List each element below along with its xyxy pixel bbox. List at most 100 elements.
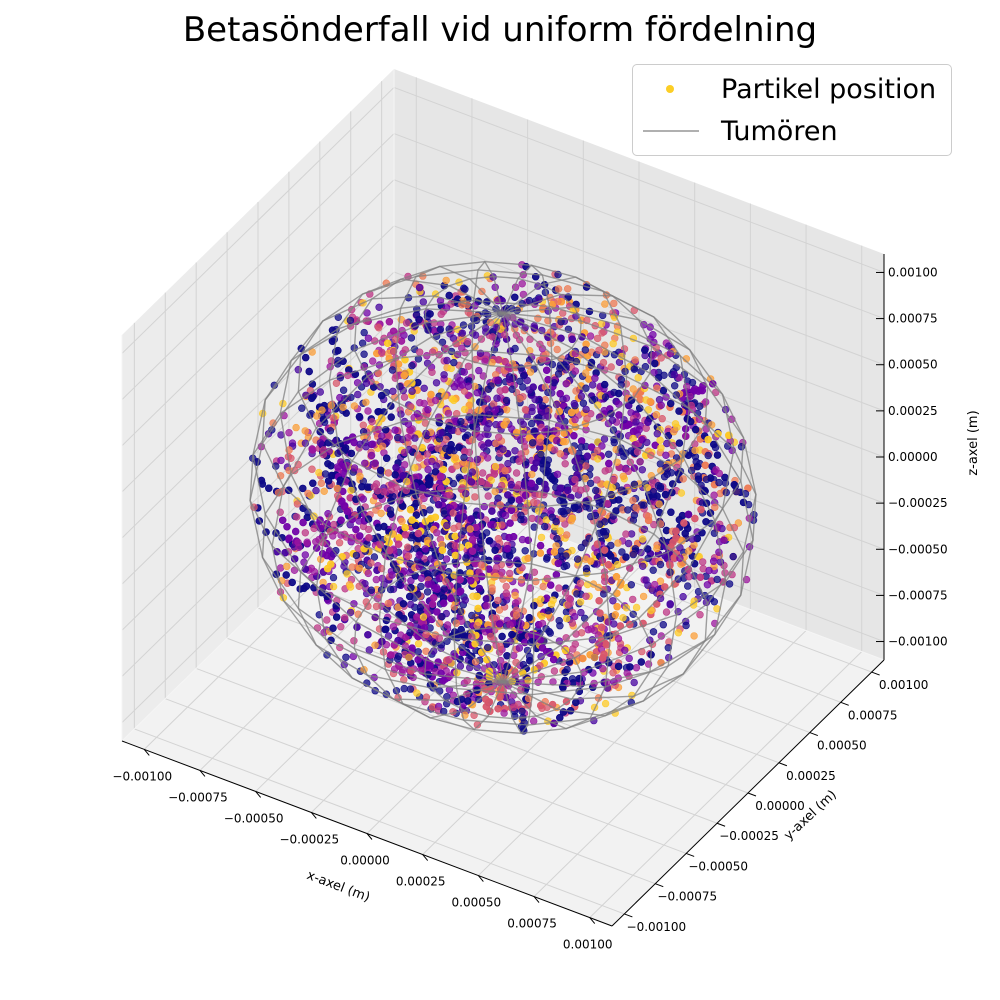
particle-point xyxy=(485,537,494,545)
y-tick-label: 0.00025 xyxy=(786,769,836,783)
particle-point xyxy=(378,348,386,356)
particle-point xyxy=(550,379,558,387)
particle-point xyxy=(702,475,711,484)
particle-point xyxy=(415,551,423,559)
particle-point xyxy=(688,378,697,387)
particle-point xyxy=(536,549,545,557)
particle-point xyxy=(424,406,432,414)
particle-point xyxy=(493,394,501,402)
particle-point xyxy=(283,562,291,571)
particle-point xyxy=(350,402,359,410)
particle-point xyxy=(568,619,577,627)
particle-point xyxy=(375,324,383,332)
particle-point xyxy=(516,377,524,385)
particle-point xyxy=(585,375,593,383)
particle-point xyxy=(309,446,317,454)
particle-point xyxy=(725,580,734,588)
particle-point xyxy=(527,479,536,488)
particle-point xyxy=(609,669,617,677)
particle-point xyxy=(368,418,376,426)
particle-point xyxy=(704,451,712,460)
particle-point xyxy=(359,477,367,485)
particle-point xyxy=(449,509,457,517)
particle-point xyxy=(283,523,291,531)
particle-point xyxy=(408,425,416,433)
particle-point xyxy=(511,293,519,301)
particle-point xyxy=(451,542,460,550)
particle-point xyxy=(428,600,437,608)
particle-point xyxy=(502,396,511,405)
particle-point xyxy=(468,468,476,476)
particle-point xyxy=(601,300,609,308)
particle-point xyxy=(644,512,653,521)
particle-point xyxy=(327,462,335,470)
grid-line xyxy=(478,609,751,876)
particle-point xyxy=(299,518,307,527)
particle-point xyxy=(630,678,638,687)
particle-point xyxy=(364,407,372,415)
particle-point xyxy=(430,319,438,327)
particle-point xyxy=(613,560,622,569)
particle-point xyxy=(442,276,450,285)
particle-point xyxy=(464,382,473,390)
particle-point xyxy=(496,620,504,628)
particle-point xyxy=(384,469,393,477)
particle-point xyxy=(575,674,583,683)
particle-point xyxy=(491,487,499,496)
particle-point xyxy=(484,643,492,652)
particle-point xyxy=(567,408,576,417)
particle-point xyxy=(464,338,472,346)
particle-point xyxy=(595,597,603,605)
particle-point xyxy=(587,443,596,451)
particle-point xyxy=(552,542,560,550)
particle-point xyxy=(458,329,467,337)
particle-point xyxy=(525,652,534,661)
particle-point xyxy=(561,460,569,468)
particle-point xyxy=(491,462,500,471)
particle-point xyxy=(436,429,444,437)
particle-point xyxy=(679,592,687,601)
particle-point xyxy=(446,491,454,499)
particle-point xyxy=(316,439,325,447)
particle-point xyxy=(494,596,502,605)
particle-point xyxy=(468,547,477,555)
particle-point xyxy=(690,632,698,640)
particle-point xyxy=(364,525,373,534)
particle-point xyxy=(653,430,661,438)
particle-point xyxy=(517,511,525,519)
particle-point xyxy=(556,484,564,492)
particle-point xyxy=(451,532,459,540)
particle-point xyxy=(703,581,712,589)
particle-point xyxy=(475,366,483,375)
y-tick-label: 0.00100 xyxy=(879,678,929,692)
particle-point xyxy=(467,515,475,523)
particle-point xyxy=(476,433,484,441)
particle-point xyxy=(467,478,476,486)
particle-point xyxy=(658,415,666,423)
particle-point xyxy=(494,534,503,543)
particle-point xyxy=(498,521,506,529)
particle-point xyxy=(440,510,449,518)
particle-point xyxy=(383,454,391,462)
particle-point xyxy=(359,495,367,503)
legend-marker-particles xyxy=(633,69,693,109)
particle-point xyxy=(456,587,465,595)
particle-point xyxy=(599,358,608,367)
particle-point xyxy=(310,567,319,576)
particle-point xyxy=(321,470,330,478)
particle-point xyxy=(473,621,481,630)
particle-point xyxy=(579,399,588,407)
z-tick-label: 0.00075 xyxy=(888,312,938,326)
particle-point xyxy=(265,484,273,492)
particle-point xyxy=(661,490,670,499)
particle-point xyxy=(367,451,376,460)
particle-point xyxy=(542,366,551,374)
particle-point xyxy=(715,478,723,487)
particle-point xyxy=(531,395,539,404)
particle-point xyxy=(492,563,501,572)
particle-point xyxy=(553,436,561,445)
particle-point xyxy=(629,496,637,505)
particle-point xyxy=(440,585,448,593)
particle-point xyxy=(614,634,623,643)
particle-point xyxy=(519,383,527,391)
